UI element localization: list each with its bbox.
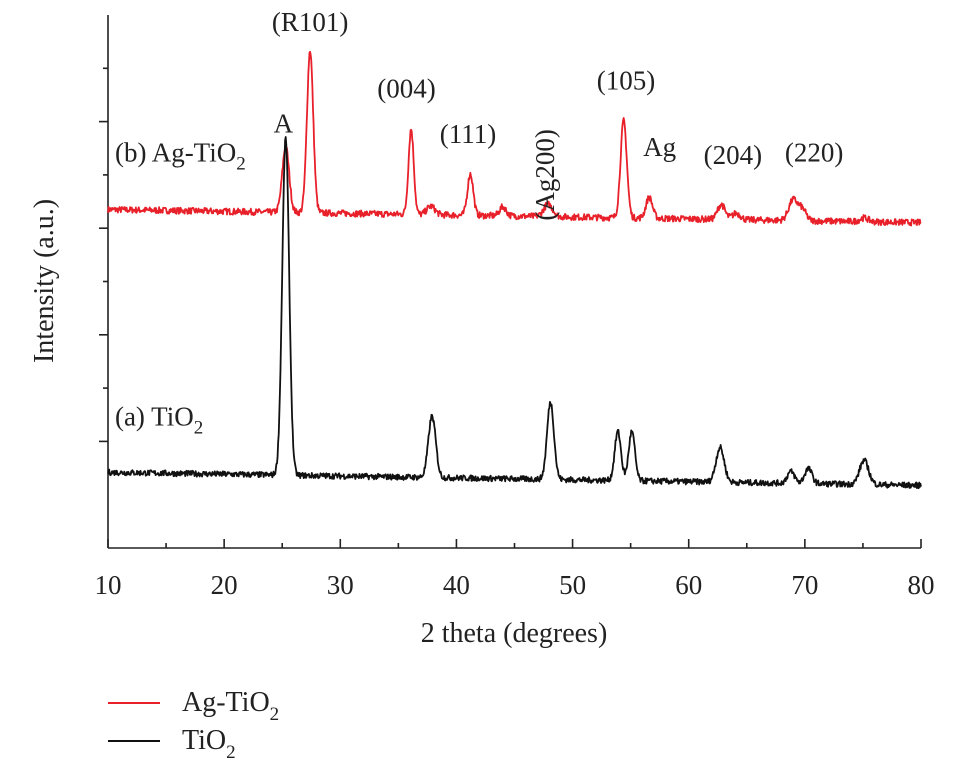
x-tick-label: 80 bbox=[908, 570, 935, 600]
peak-annotations: (R101) A (004)(111) (Ag200) (105) Ag (204) (220… bbox=[272, 7, 844, 221]
plot-area bbox=[107, 50, 922, 490]
peak-annotation: Ag bbox=[643, 132, 676, 162]
x-tick-label: 40 bbox=[443, 570, 470, 600]
peak-annotation: (105) bbox=[597, 66, 655, 96]
legend-label-subscript: 2 bbox=[226, 742, 236, 763]
peak-annotation: (004) bbox=[377, 74, 435, 104]
peak-annotation: (Ag200) bbox=[530, 129, 560, 220]
series-line-0 bbox=[107, 50, 922, 227]
axes: 10 20 30 40 50 60 70 80 2 theta (degrees) Inten… bbox=[29, 15, 935, 649]
y-axis-ticks bbox=[99, 67, 108, 443]
x-tick-label: 30 bbox=[327, 570, 354, 600]
x-tick-label: 60 bbox=[675, 570, 702, 600]
x-tick-label: 10 bbox=[95, 570, 122, 600]
peak-annotation: (204) bbox=[704, 140, 762, 170]
peak-annotation: (111) bbox=[440, 119, 496, 149]
curve-label-main: (a) TiO bbox=[115, 401, 194, 431]
x-axis-ticks: 10 20 30 40 50 60 70 80 bbox=[95, 539, 935, 600]
legend-label: TiO2 bbox=[182, 725, 236, 763]
curve-label: (b) Ag-TiO2 bbox=[115, 138, 246, 175]
x-tick-label: 50 bbox=[559, 570, 586, 600]
legend-label-main: Ag-TiO bbox=[182, 687, 270, 718]
legend-label-main: TiO bbox=[182, 725, 226, 756]
peak-annotation: (R101) bbox=[272, 7, 349, 37]
curve-label-main: (b) Ag-TiO bbox=[115, 138, 236, 168]
y-axis-label: Intensity (a.u.) bbox=[29, 199, 60, 363]
x-axis-label: 2 theta (degrees) bbox=[421, 618, 608, 649]
legend-label: Ag-TiO2 bbox=[182, 687, 279, 725]
curve-label: (a) TiO2 bbox=[115, 401, 203, 438]
x-tick-label: 70 bbox=[791, 570, 818, 600]
legend-label-subscript: 2 bbox=[270, 704, 280, 725]
curve-label-subscript: 2 bbox=[194, 417, 204, 438]
peak-annotation: (220) bbox=[785, 138, 843, 168]
curve-labels: (b) Ag-TiO2(a) TiO2 bbox=[115, 138, 246, 439]
peak-annotation: A bbox=[274, 108, 294, 138]
curve-label-subscript: 2 bbox=[236, 154, 246, 175]
series-line-1 bbox=[107, 136, 922, 490]
x-tick-label: 20 bbox=[211, 570, 238, 600]
